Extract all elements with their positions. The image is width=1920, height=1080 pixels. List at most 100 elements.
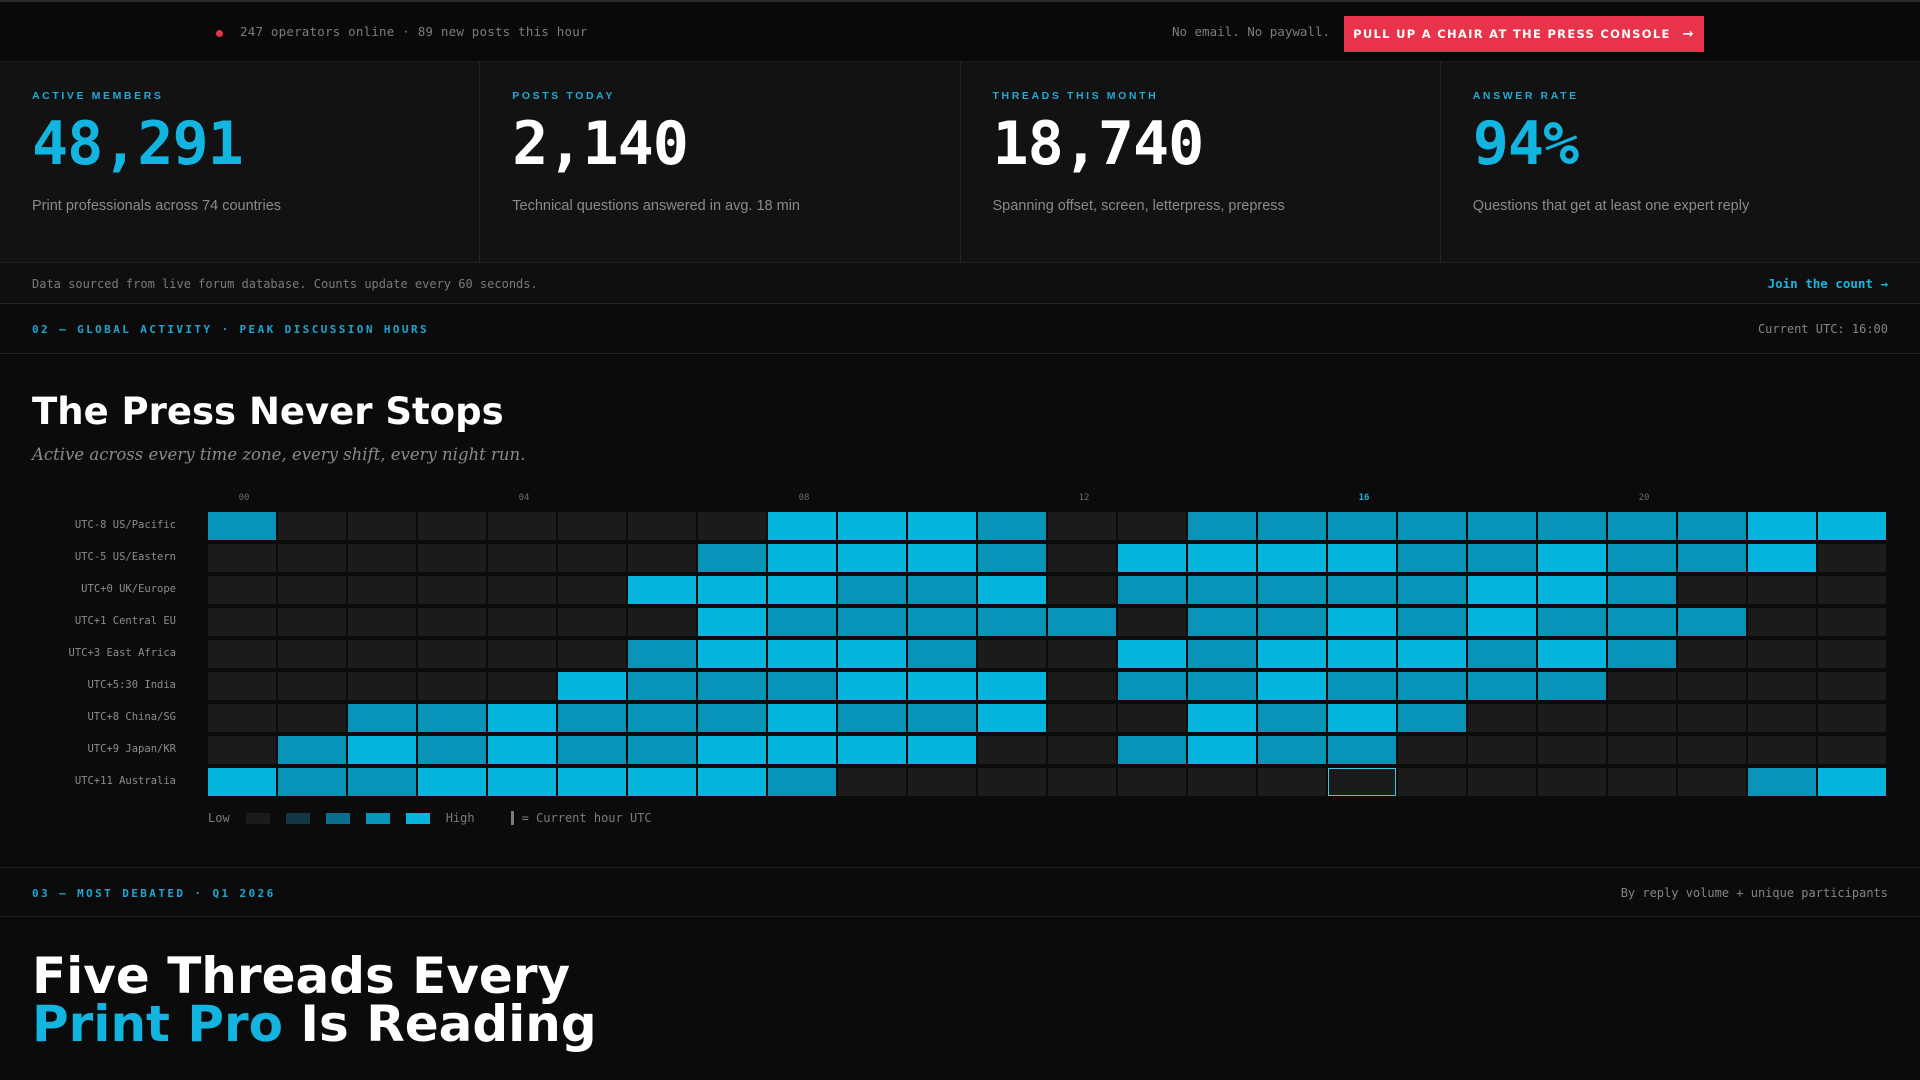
heatmap-cell — [1538, 736, 1606, 764]
heatmap-cell — [908, 672, 976, 700]
heatmap-cell — [1258, 512, 1326, 540]
heatmap-cell — [1118, 576, 1186, 604]
heatmap-cell — [1328, 576, 1396, 604]
cta-label: PULL UP A CHAIR AT THE PRESS CONSOLE — [1353, 27, 1671, 41]
stat-value: 18,740 — [992, 109, 1205, 179]
heatmap-cell — [1538, 640, 1606, 668]
row-label: UTC+9 Japan/KR — [87, 743, 176, 755]
stat-value: 48,291 — [32, 109, 244, 179]
heatmap-cell — [1748, 768, 1816, 796]
ranking-basis-note: By reply volume + unique participants — [1620, 886, 1888, 900]
heatmap-cell — [558, 768, 626, 796]
heatmap-cell — [1048, 768, 1116, 796]
heatmap-cell — [208, 704, 276, 732]
legend-low-label: Low — [208, 811, 230, 825]
heatmap-cell — [1258, 576, 1326, 604]
heatmap-cell — [1678, 672, 1746, 700]
heatmap-cell — [1048, 544, 1116, 572]
heatmap-cell — [488, 704, 556, 732]
join-the-count-link[interactable]: Join the count → — [1767, 276, 1888, 291]
heatmap-cell — [1678, 640, 1746, 668]
heatmap-cell — [1678, 512, 1746, 540]
row-label: UTC+8 China/SG — [87, 711, 176, 723]
x-tick-label: 00 — [238, 493, 250, 503]
heatmap-cell — [768, 576, 836, 604]
stat-posts-today: POSTS TODAY 2,140 Technical questions an… — [480, 62, 961, 262]
heatmap-cell — [628, 512, 696, 540]
data-source-note: Data sourced from live forum database. C… — [32, 277, 538, 291]
heatmap-cell — [1748, 576, 1816, 604]
heatmap-cell — [1818, 736, 1886, 764]
heatmap-cell — [698, 672, 766, 700]
section-header-global-activity: 02 — GLOBAL ACTIVITY · PEAK DISCUSSION H… — [0, 304, 1920, 354]
x-tick-label: 16 — [1358, 493, 1370, 503]
stat-label: THREADS THIS MONTH — [992, 90, 1159, 102]
heatmap-cell — [348, 512, 416, 540]
row-label: UTC+3 East Africa — [68, 647, 176, 659]
heatmap-cell — [1818, 512, 1886, 540]
press-console-cta-button[interactable]: PULL UP A CHAIR AT THE PRESS CONSOLE → — [1344, 16, 1704, 52]
heatmap-cell — [488, 512, 556, 540]
row-label: UTC+1 Central EU — [74, 615, 176, 627]
row-label: UTC+11 Australia — [74, 775, 176, 787]
heatmap-cell — [1118, 768, 1186, 796]
heatmap-cell — [908, 544, 976, 572]
heatmap-cell — [1468, 768, 1536, 796]
heatmap-cell — [558, 544, 626, 572]
legend-current-label: = Current hour UTC — [521, 811, 652, 825]
heatmap-cell — [348, 704, 416, 732]
heatmap-cell — [978, 544, 1046, 572]
heatmap-cell — [698, 736, 766, 764]
heatmap-cell — [1118, 704, 1186, 732]
heatmap-cell — [418, 704, 486, 732]
x-tick-label: 12 — [1078, 493, 1090, 503]
stat-value: 2,140 — [512, 109, 689, 179]
heatmap-cell — [488, 640, 556, 668]
heatmap-cell — [698, 576, 766, 604]
heatmap-cell — [1398, 544, 1466, 572]
heatmap-cell — [1608, 768, 1676, 796]
heatmap-cell — [1258, 608, 1326, 636]
heatmap-cell — [1678, 736, 1746, 764]
heatmap-cell — [1748, 640, 1816, 668]
x-tick-label: 08 — [798, 493, 810, 503]
heatmap-cell — [1468, 512, 1536, 540]
heatmap-cell — [838, 544, 906, 572]
heatmap-cell — [1818, 544, 1886, 572]
row-label: UTC-8 US/Pacific — [74, 519, 176, 531]
heatmap-cell — [628, 608, 696, 636]
heatmap-cell — [208, 608, 276, 636]
heatmap-cell — [1188, 576, 1256, 604]
heatmap-cell — [418, 544, 486, 572]
heatmap-cell — [208, 672, 276, 700]
heatmap-cell — [1118, 736, 1186, 764]
heatmap-cell — [208, 576, 276, 604]
heatmap-cell — [1748, 608, 1816, 636]
heatmap-cell — [628, 736, 696, 764]
threads-section-title: Five Threads Every Print Pro Is Reading — [32, 951, 597, 1049]
heatmap-cell — [1678, 544, 1746, 572]
heatmap-cell — [1188, 608, 1256, 636]
heatmap-cell — [768, 672, 836, 700]
heatmap-cell — [1748, 704, 1816, 732]
heatmap-cell — [278, 512, 346, 540]
heatmap-cell — [488, 544, 556, 572]
heatmap-cell — [1468, 608, 1536, 636]
heatmap-cell — [1328, 768, 1396, 796]
heatmap-cell — [1398, 704, 1466, 732]
heatmap-cell — [348, 576, 416, 604]
live-activity-text: 247 operators online · 89 new posts this… — [240, 24, 588, 39]
legend-swatch — [285, 812, 310, 824]
heatmap-cell — [1468, 704, 1536, 732]
heatmap-cell — [768, 608, 836, 636]
heatmap-cell — [1188, 544, 1256, 572]
heatmap-cell — [628, 768, 696, 796]
heatmap-cell — [1678, 608, 1746, 636]
heatmap-cell — [628, 640, 696, 668]
title-accent: Print Pro — [32, 995, 284, 1053]
arrow-right-icon: → — [1682, 26, 1695, 42]
heatmap-cell — [838, 704, 906, 732]
heatmap-cell — [1188, 736, 1256, 764]
heatmap-cell — [698, 640, 766, 668]
heatmap-cell — [1818, 640, 1886, 668]
